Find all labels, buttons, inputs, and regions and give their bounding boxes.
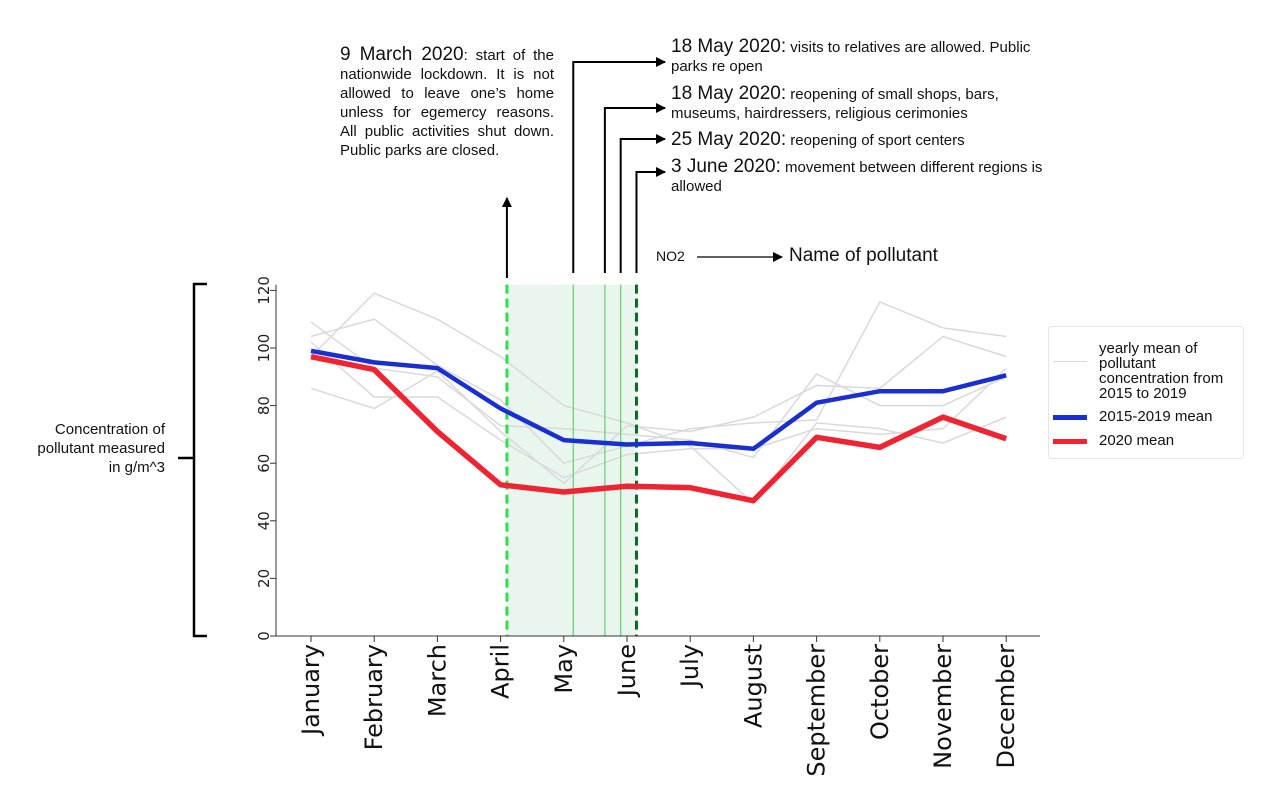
x-tick-label-june: June	[613, 644, 641, 698]
yearly-mean-line-4	[310, 292, 1007, 505]
y-tick-label-0: 0	[255, 631, 273, 641]
yearly-mean-line-5	[310, 341, 1007, 479]
x-tick-label-april: April	[487, 644, 515, 699]
pollutant-caption: Name of pollutant	[789, 245, 938, 266]
x-tick-label-august: August	[739, 644, 767, 728]
y-axis-label: Concentration of pollutant measured in g…	[37, 421, 165, 476]
annotation-visits-text: visits to relatives are allowed. Public …	[671, 39, 1031, 75]
x-tick-label-march: March	[423, 644, 451, 717]
arrow-visits	[572, 57, 666, 273]
x-tick-label-january: January	[297, 644, 325, 737]
arrow-sport	[619, 134, 666, 273]
legend-label-yearly: yearly mean of pollutant concentration f…	[1099, 340, 1224, 402]
annotation-shops-text: reopening of small shops, bars, museums,…	[671, 86, 999, 122]
legend-label-2020-mean: 2020 mean	[1099, 432, 1175, 449]
pollutant-code: NO2	[656, 248, 685, 264]
yearly-mean-line-2	[310, 300, 1007, 465]
annotation-sport-text: reopening of sport centers	[786, 132, 965, 149]
y-tick-label-100: 100	[255, 334, 273, 363]
arrow-regions	[635, 167, 666, 273]
x-tick-label-september: September	[803, 644, 831, 777]
legend-swatch-2020-mean	[1053, 439, 1087, 444]
yearly-mean-line-3	[310, 335, 1007, 485]
x-tick-label-february: February	[360, 644, 388, 750]
y-tick-label-20: 20	[255, 569, 273, 588]
y-label-bracket	[178, 282, 207, 638]
y-tick-label-80: 80	[255, 396, 273, 415]
y-tick-label-40: 40	[255, 511, 273, 530]
x-tick-label-november: November	[929, 644, 957, 769]
x-tick-label-may: May	[550, 644, 578, 694]
mean-2020-line	[310, 353, 1008, 504]
x-tick-label-december: December	[992, 644, 1020, 769]
legend: yearly mean of pollutant concentration f…	[1048, 326, 1244, 459]
baseline-mean-line	[310, 348, 1007, 452]
x-tick-label-july: July	[676, 644, 704, 689]
annotation-visits-date: 18 May 2020:	[671, 36, 787, 57]
y-tick-label-120: 120	[255, 276, 273, 305]
arrow-shops	[603, 103, 666, 273]
annotation-shops-date: 18 May 2020:	[671, 83, 787, 104]
annotation-lockdown-date: 9 March 2020	[340, 44, 464, 65]
annotation-shops: 18 May 2020: reopening of small shops, b…	[671, 84, 1051, 123]
annotation-lockdown: 9 March 2020: start of the nationwide lo…	[340, 45, 554, 160]
annotation-lockdown-text: : start of the nationwide lockdown. It i…	[340, 47, 554, 159]
y-tick-label-60: 60	[255, 454, 273, 473]
annotation-regions-date: 3 June 2020:	[671, 156, 781, 177]
annotation-visits: 18 May 2020: visits to relatives are all…	[671, 37, 1051, 76]
x-tick-label-october: October	[866, 644, 894, 740]
annotation-regions-text: movement between different regions is al…	[671, 159, 1043, 195]
annotation-regions: 3 June 2020: movement between different …	[671, 157, 1051, 196]
legend-label-baseline-mean: 2015-2019 mean	[1099, 408, 1213, 425]
legend-swatch-baseline-mean	[1053, 415, 1087, 420]
annotation-sport-date: 25 May 2020:	[671, 129, 787, 150]
legend-swatch-yearly	[1053, 361, 1087, 362]
annotation-sport: 25 May 2020: reopening of sport centers	[671, 130, 1051, 150]
